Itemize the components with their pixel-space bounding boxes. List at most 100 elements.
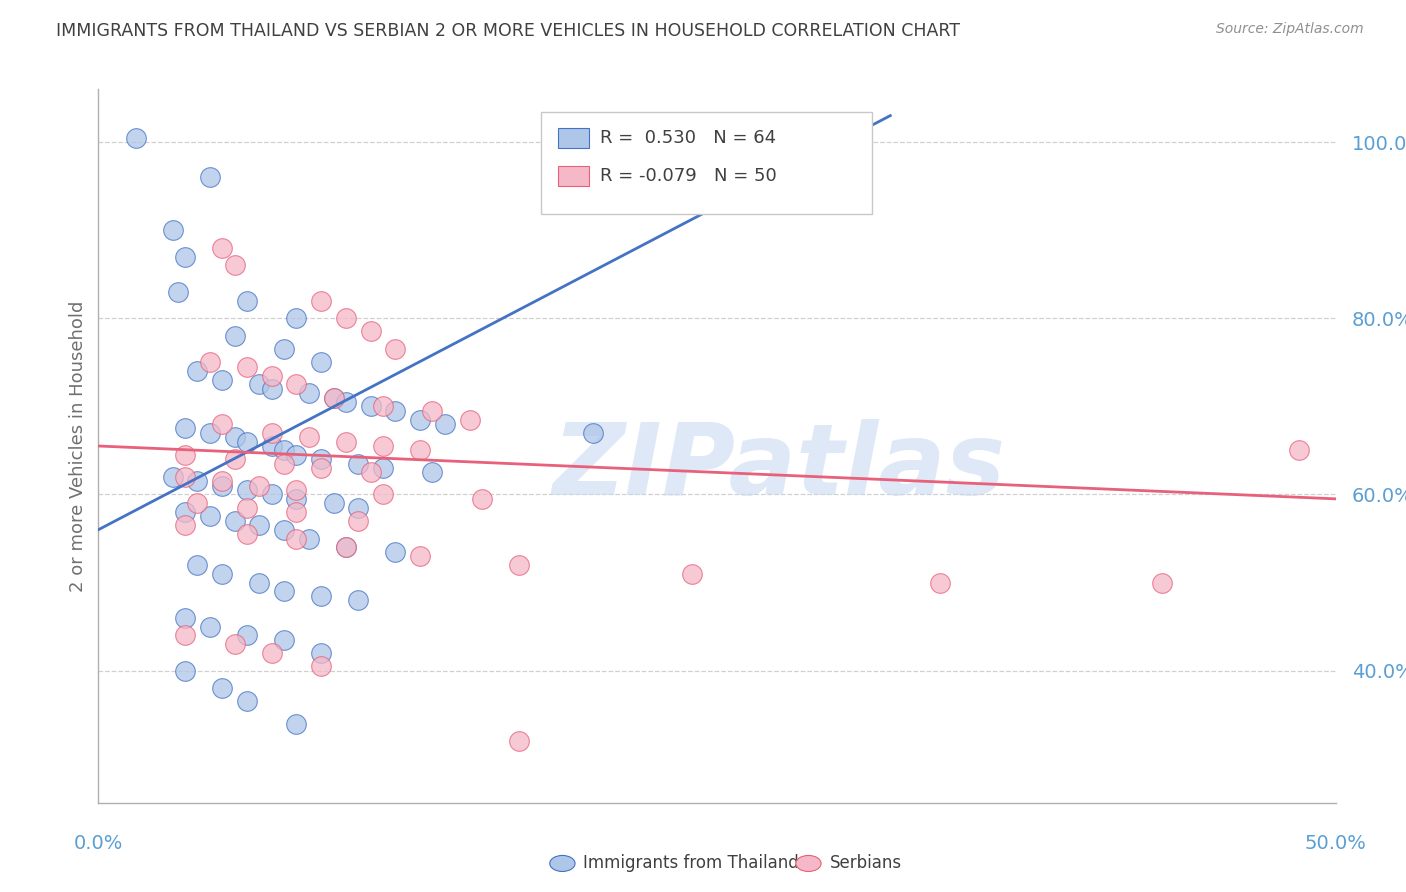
Point <box>174 664 197 678</box>
Point <box>285 505 308 519</box>
Point <box>273 632 295 647</box>
Point <box>322 391 344 405</box>
Text: 50.0%: 50.0% <box>1305 834 1367 853</box>
Point <box>236 527 259 541</box>
Point <box>224 637 246 651</box>
Point <box>211 475 233 489</box>
Point <box>1288 443 1310 458</box>
Point <box>422 403 444 417</box>
Point <box>247 478 270 492</box>
Point <box>236 483 259 497</box>
Point <box>347 500 370 515</box>
Point <box>198 425 221 440</box>
Point <box>298 532 321 546</box>
Text: Immigrants from Thailand: Immigrants from Thailand <box>583 855 799 872</box>
Point <box>384 403 406 417</box>
Point <box>471 491 494 506</box>
Point <box>360 466 382 480</box>
Point <box>285 448 308 462</box>
Point <box>681 566 703 581</box>
Point <box>371 400 394 414</box>
Point <box>298 430 321 444</box>
Text: R = -0.079   N = 50: R = -0.079 N = 50 <box>600 167 778 185</box>
Point <box>273 523 295 537</box>
Point <box>309 461 332 475</box>
Point <box>285 377 308 392</box>
Point <box>260 382 283 396</box>
Text: Source: ZipAtlas.com: Source: ZipAtlas.com <box>1216 22 1364 37</box>
Point <box>260 425 283 440</box>
Text: IMMIGRANTS FROM THAILAND VS SERBIAN 2 OR MORE VEHICLES IN HOUSEHOLD CORRELATION : IMMIGRANTS FROM THAILAND VS SERBIAN 2 OR… <box>56 22 960 40</box>
Point <box>124 130 146 145</box>
Point <box>1152 575 1174 590</box>
Point <box>186 558 208 572</box>
Point <box>174 250 197 264</box>
Point <box>211 373 233 387</box>
Point <box>335 311 357 326</box>
Point <box>409 549 432 563</box>
Point <box>928 575 950 590</box>
Point <box>322 496 344 510</box>
Point <box>360 400 382 414</box>
Point <box>174 518 197 533</box>
Point <box>247 518 270 533</box>
Point <box>236 694 259 708</box>
Point <box>260 646 283 660</box>
Point <box>174 470 197 484</box>
Point <box>347 457 370 471</box>
Point <box>384 545 406 559</box>
Point <box>186 496 208 510</box>
Point <box>508 558 530 572</box>
Point <box>174 628 197 642</box>
Point <box>198 509 221 524</box>
Point <box>224 514 246 528</box>
Point <box>309 452 332 467</box>
Point <box>224 259 246 273</box>
Point <box>273 457 295 471</box>
Point <box>409 443 432 458</box>
Point <box>273 443 295 458</box>
Point <box>247 575 270 590</box>
Point <box>309 355 332 369</box>
Point <box>224 430 246 444</box>
Point <box>186 475 208 489</box>
Point <box>211 417 233 431</box>
Point <box>174 505 197 519</box>
Point <box>273 584 295 599</box>
Point <box>273 342 295 356</box>
Point <box>285 716 308 731</box>
Point <box>322 391 344 405</box>
Point <box>224 452 246 467</box>
Point <box>285 311 308 326</box>
Point <box>211 566 233 581</box>
Point <box>335 541 357 555</box>
Point <box>236 500 259 515</box>
Point <box>174 611 197 625</box>
Point <box>260 368 283 383</box>
Point <box>186 364 208 378</box>
Point <box>166 285 188 299</box>
Point <box>260 487 283 501</box>
Point <box>335 541 357 555</box>
Point <box>174 421 197 435</box>
Point <box>347 593 370 607</box>
Point <box>298 386 321 401</box>
Point <box>309 293 332 308</box>
Point <box>409 412 432 426</box>
Point <box>384 342 406 356</box>
Point <box>162 223 184 237</box>
Point <box>371 461 394 475</box>
Point <box>174 448 197 462</box>
Point <box>347 514 370 528</box>
Point <box>371 439 394 453</box>
Point <box>236 359 259 374</box>
Point <box>582 425 605 440</box>
Point <box>260 439 283 453</box>
Point <box>335 434 357 449</box>
Point <box>211 478 233 492</box>
Text: ZIPatlas: ZIPatlas <box>553 419 1005 516</box>
Point <box>224 329 246 343</box>
Text: Serbians: Serbians <box>830 855 901 872</box>
Point <box>360 325 382 339</box>
Point <box>309 659 332 673</box>
